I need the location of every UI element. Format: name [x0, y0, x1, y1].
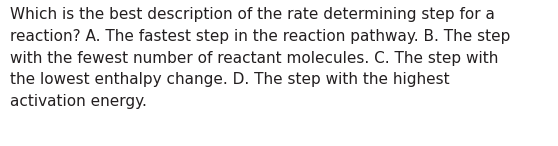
Text: Which is the best description of the rate determining step for a
reaction? A. Th: Which is the best description of the rat…	[10, 7, 511, 109]
